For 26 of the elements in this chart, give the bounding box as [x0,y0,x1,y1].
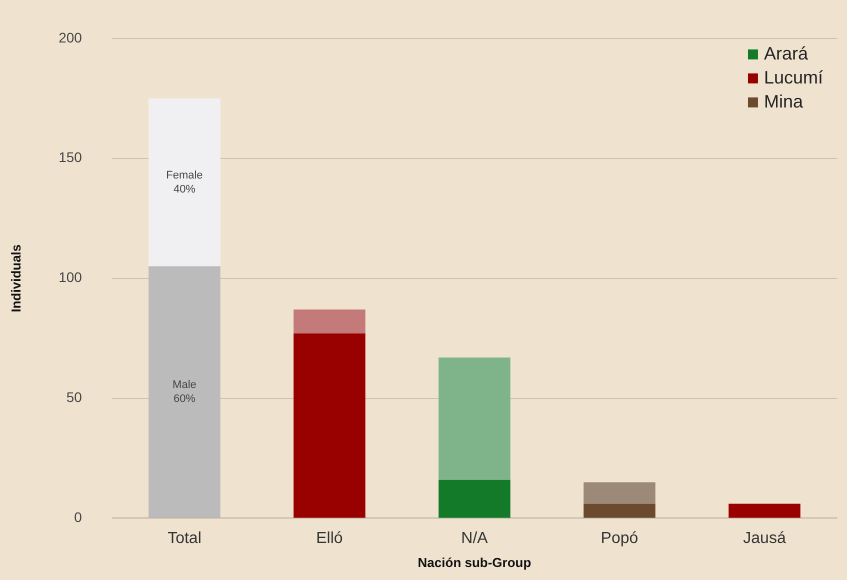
y-tick-label: 100 [58,269,82,286]
bar [438,480,510,518]
bar [148,98,220,266]
annotation: Female 40% [166,169,203,196]
bar [584,504,656,518]
bar [728,504,800,518]
x-tick-label: Elló [316,530,343,548]
bar [584,482,656,504]
bar [438,357,510,480]
legend-label: Mina [764,91,804,112]
annotation: Male 60% [172,379,196,406]
y-tick-label: 150 [58,149,82,166]
x-tick-label: Jausá [743,530,786,548]
x-tick-label: N/A [461,530,488,548]
y-tick-label: 200 [58,29,82,46]
legend-label: Arará [764,43,809,64]
x-tick-label: Popó [600,530,638,548]
x-axis-title: Nación sub-Group [418,554,532,570]
bar [294,333,366,518]
y-axis-title: Individuals [8,244,24,312]
bar [294,309,366,334]
y-tick-label: 0 [74,509,82,526]
y-tick-label: 50 [66,389,82,406]
x-tick-label: Total [168,530,202,548]
bar [148,266,220,518]
legend-label: Lucumí [764,67,824,88]
